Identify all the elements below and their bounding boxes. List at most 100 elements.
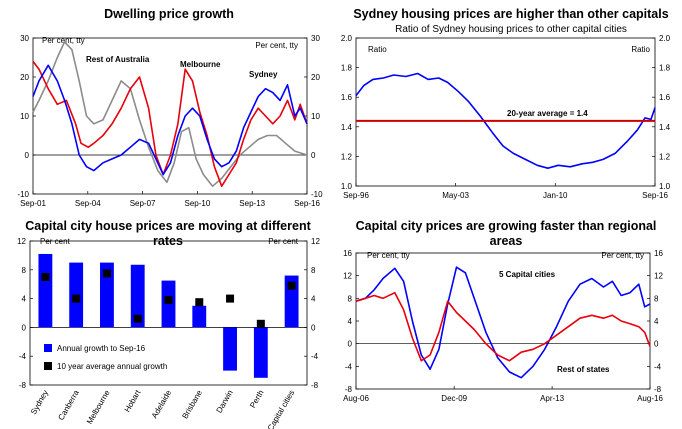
series-label: Sydney xyxy=(249,70,278,79)
y-tick-label-left: 0 xyxy=(25,151,30,160)
x-tick-label: Sep-07 xyxy=(130,199,156,208)
y-tick-label-left: -10 xyxy=(17,190,29,199)
x-tick-label: Aug-16 xyxy=(637,394,663,403)
y-tick-label-right: -8 xyxy=(311,381,319,390)
series-line xyxy=(32,64,308,176)
y-tick-label-left: 1.0 xyxy=(341,182,353,191)
bar xyxy=(100,262,114,328)
series-label: Rest of Australia xyxy=(86,55,150,64)
y-tick-label-right: 1.8 xyxy=(659,64,671,73)
x-tick-label: Aug-06 xyxy=(343,394,369,403)
legend-label: Annual growth to Sep-16 xyxy=(57,344,146,353)
y-tick-label-left: 4 xyxy=(22,295,27,304)
y-tick-label-left: 8 xyxy=(348,294,353,303)
y-axis-label-left: Per cent xyxy=(40,237,71,246)
y-axis-label-left: Per cent, tty xyxy=(42,36,85,45)
y-tick-label-right: 8 xyxy=(654,294,659,303)
bar xyxy=(130,264,145,328)
y-tick-label-left: 30 xyxy=(20,34,29,43)
y-tick-label-left: 2.0 xyxy=(341,34,353,43)
category-label: Melbourne xyxy=(85,388,112,426)
chart-title: Dwelling price growth xyxy=(104,7,234,21)
y-tick-label-right: 0 xyxy=(311,151,316,160)
category-label: Hobart xyxy=(123,388,143,414)
y-tick-label-left: 0 xyxy=(348,340,353,349)
y-tick-label-left: 12 xyxy=(17,237,26,246)
category-label: Brisbane xyxy=(180,388,204,420)
chart-subtitle: Ratio of Sydney housing prices to other … xyxy=(395,24,627,35)
y-tick-label-left: 0 xyxy=(22,323,27,332)
category-label: Perth xyxy=(248,389,265,410)
legend-swatch-marker xyxy=(44,362,52,370)
category-label: Adelaide xyxy=(150,388,174,420)
x-tick-label: Dec-09 xyxy=(441,394,467,403)
x-tick-label: Sep-04 xyxy=(75,199,101,208)
y-tick-label-left: -8 xyxy=(19,381,27,390)
y-tick-label-right: -10 xyxy=(311,190,323,199)
average-marker xyxy=(256,319,265,328)
category-label: Sydney xyxy=(29,389,50,417)
y-tick-label-left: 4 xyxy=(348,317,353,326)
y-axis-label-right: Per cent xyxy=(268,237,299,246)
x-tick-label: Jan-10 xyxy=(543,191,568,200)
chart-title: Sydney housing prices are higher than ot… xyxy=(353,7,669,21)
x-tick-label: Sep-96 xyxy=(343,191,369,200)
y-tick-label-right: 1.2 xyxy=(659,152,671,161)
y-tick-label-left: -8 xyxy=(345,385,353,394)
legend-label: 10 year average annual growth xyxy=(57,362,167,371)
series-label: Rest of states xyxy=(557,365,610,374)
y-axis-label-right: Per cent, tty xyxy=(601,251,644,260)
legend-swatch-bar xyxy=(44,344,52,352)
y-tick-label-right: 0 xyxy=(654,340,659,349)
y-tick-label-right: -8 xyxy=(654,385,662,394)
y-tick-label-right: 4 xyxy=(654,317,659,326)
series-line xyxy=(32,41,308,187)
y-axis-label-right: Per cent, tty xyxy=(255,41,298,50)
y-tick-label-right: 20 xyxy=(311,73,320,82)
y-tick-label-left: 12 xyxy=(343,272,352,281)
y-tick-label-left: 1.6 xyxy=(341,93,353,102)
x-tick-label: Sep-10 xyxy=(185,199,211,208)
y-tick-label-right: -4 xyxy=(654,362,662,371)
series-line xyxy=(355,266,651,379)
series-line xyxy=(355,291,651,362)
x-tick-label: May-03 xyxy=(442,191,469,200)
x-tick-label: Sep-16 xyxy=(294,199,320,208)
bar xyxy=(38,253,53,328)
average-marker xyxy=(164,296,173,305)
y-tick-label-left: 20 xyxy=(20,73,29,82)
plot-frame xyxy=(29,240,308,386)
y-axis-label-left: Ratio xyxy=(368,45,387,54)
average-marker xyxy=(133,314,142,323)
y-tick-label-right: 8 xyxy=(311,266,316,275)
average-marker xyxy=(102,269,111,278)
x-tick-label: Apr-13 xyxy=(540,394,565,403)
category-label: Capital cities xyxy=(266,389,296,429)
y-tick-label-right: 0 xyxy=(311,323,316,332)
y-tick-label-left: -4 xyxy=(345,362,353,371)
y-tick-label-right: 16 xyxy=(654,249,663,258)
y-tick-label-left: 10 xyxy=(20,112,29,121)
chart-title: Capital city prices are growing faster t… xyxy=(355,219,657,248)
x-tick-label: Sep-13 xyxy=(239,199,265,208)
y-tick-label-left: 1.8 xyxy=(341,64,353,73)
series-label: 20-year average = 1.4 xyxy=(507,109,588,118)
series-line xyxy=(355,72,656,169)
series-line xyxy=(32,60,308,187)
y-tick-label-right: 2.0 xyxy=(659,34,671,43)
y-tick-label-right: 1.4 xyxy=(659,123,671,132)
y-tick-label-right: 12 xyxy=(311,237,320,246)
x-tick-label: Sep-16 xyxy=(642,191,668,200)
category-label: Canberra xyxy=(56,388,81,422)
average-marker xyxy=(72,294,81,303)
y-tick-label-left: -4 xyxy=(19,352,27,361)
average-marker xyxy=(195,298,204,307)
y-tick-label-right: 1.0 xyxy=(659,182,671,191)
y-tick-label-left: 8 xyxy=(22,266,27,275)
y-tick-label-left: 1.2 xyxy=(341,152,353,161)
average-marker xyxy=(226,294,235,303)
y-tick-label-left: 1.4 xyxy=(341,123,353,132)
average-marker xyxy=(287,281,296,290)
y-tick-label-right: -4 xyxy=(311,352,319,361)
